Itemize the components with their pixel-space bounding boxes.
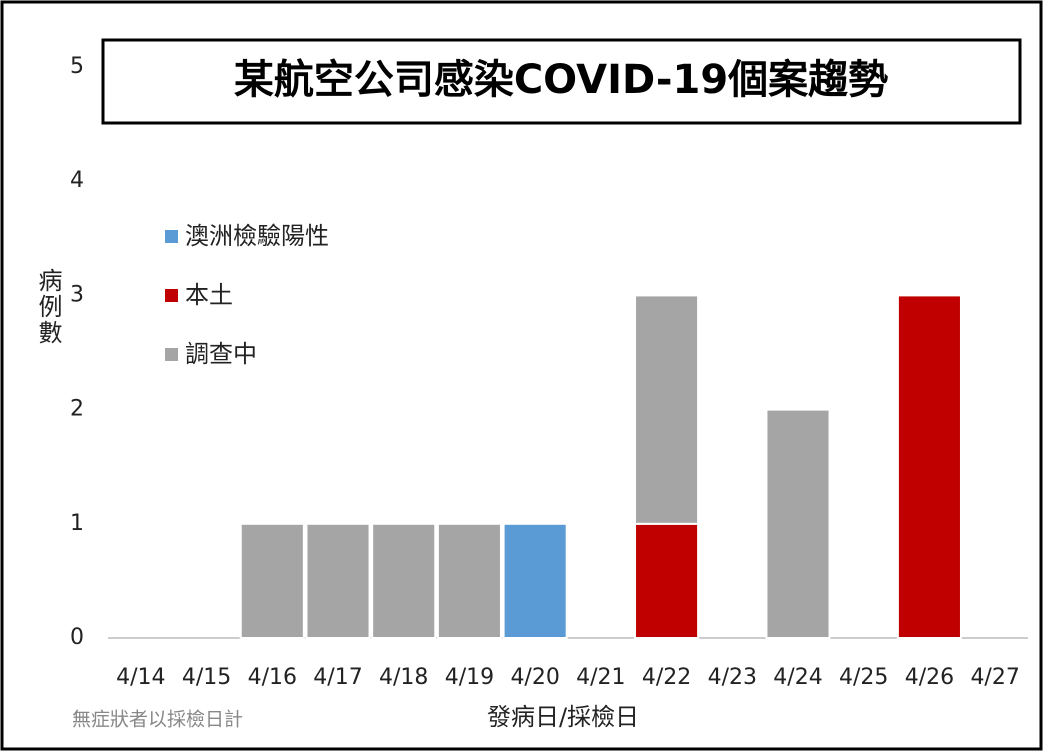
x-tick-label: 4/20 xyxy=(510,665,559,690)
x-tick-label: 4/27 xyxy=(970,665,1019,690)
y-tick-label: 0 xyxy=(70,625,84,650)
bar xyxy=(436,522,502,639)
bar xyxy=(896,294,962,639)
x-tick-label: 4/19 xyxy=(445,665,494,690)
legend-label: 調查中 xyxy=(185,340,257,368)
y-tick-label: 2 xyxy=(70,397,84,422)
chart-title: 某航空公司感染COVID-19個案趨勢 xyxy=(234,57,888,103)
y-axis-title: 病例數 xyxy=(34,268,62,346)
bar xyxy=(502,522,568,639)
y-tick-label: 1 xyxy=(70,511,84,536)
legend-swatch xyxy=(165,348,178,361)
legend-swatch xyxy=(165,289,178,302)
x-tick-label: 4/25 xyxy=(839,665,888,690)
x-tick-label: 4/24 xyxy=(773,665,822,690)
title-box xyxy=(101,38,1022,125)
legend-label: 本土 xyxy=(185,281,233,309)
x-tick-label: 4/16 xyxy=(248,665,297,690)
legend-label: 澳洲檢驗陽性 xyxy=(185,222,329,250)
y-tick-label: 5 xyxy=(70,54,84,79)
x-tick-label: 4/17 xyxy=(313,665,362,690)
x-tick-label: 4/22 xyxy=(642,665,691,690)
bar xyxy=(371,522,437,639)
x-tick-label: 4/23 xyxy=(708,665,757,690)
x-tick-label: 4/21 xyxy=(576,665,625,690)
bar xyxy=(634,522,700,639)
x-tick-label: 4/18 xyxy=(379,665,428,690)
x-tick-label: 4/15 xyxy=(182,665,231,690)
legend-swatch xyxy=(165,230,178,243)
bar xyxy=(765,408,831,639)
bar xyxy=(634,294,700,525)
x-axis-title: 發病日/採檢日 xyxy=(487,703,639,731)
y-tick-label: 3 xyxy=(70,282,84,307)
bar xyxy=(239,522,305,639)
x-tick-label: 4/14 xyxy=(116,665,165,690)
y-tick-label: 4 xyxy=(70,168,84,193)
x-tick-label: 4/26 xyxy=(905,665,954,690)
footnote: 無症狀者以採檢日計 xyxy=(72,709,243,731)
bar xyxy=(305,522,371,639)
